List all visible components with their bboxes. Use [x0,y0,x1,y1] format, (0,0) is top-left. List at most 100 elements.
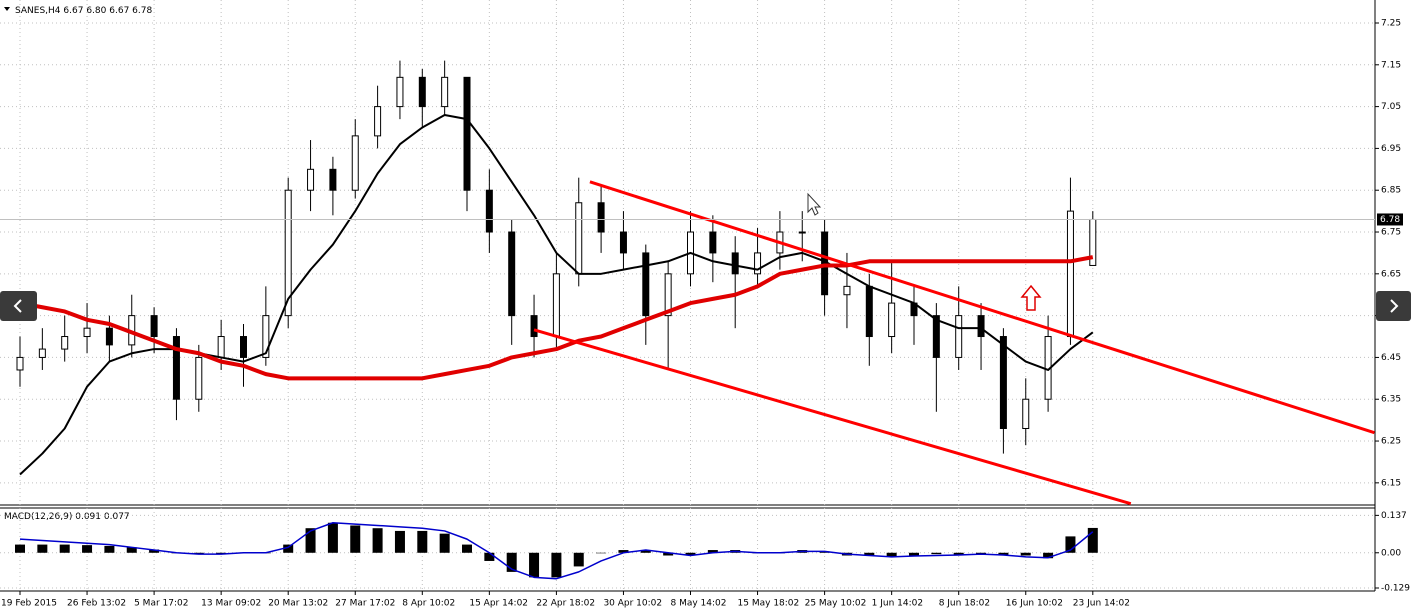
candle-body [150,315,158,338]
candle-body [61,336,69,350]
x-tick-label: 23 Jun 14:02 [1073,599,1130,609]
x-tick-label: 19 Feb 2015 [1,599,57,609]
y-tick-label: -0.129 [1381,583,1410,593]
candle-body [843,285,851,296]
macd-bar [596,552,607,554]
candle-body [999,336,1007,429]
candle-body [530,315,538,338]
macd-bar [685,552,696,556]
candle-body [619,231,627,254]
candle-body [575,202,583,275]
candle-body [240,336,247,358]
macd-bar [350,525,361,553]
y-tick-label: 7.05 [1381,102,1401,112]
macd-bar [640,550,651,553]
macd-bar [529,552,540,578]
x-tick-label: 1 Jun 14:02 [872,599,923,609]
y-tick-label: 6.95 [1381,144,1401,154]
moving-average-slow [19,255,1094,381]
candle-body [418,76,426,108]
macd-bar [864,552,875,556]
macd-bar [998,552,1009,556]
macd-bar [1043,552,1054,559]
macd-bar [573,552,584,567]
macd-bar [886,552,897,557]
price-tag-label: 6.78 [1380,215,1400,225]
candle-body [262,315,270,358]
x-tick-label: 20 Mar 13:02 [268,599,328,609]
candle-body [38,348,46,358]
y-tick-label: 6.35 [1381,395,1401,405]
candle-body [597,202,605,233]
candle-body [798,231,806,234]
macd-bar [15,544,25,553]
signal-value: 0.077 [104,512,130,522]
y-tick-label: 0.137 [1381,511,1407,521]
x-tick-label: 8 Apr 10:02 [402,599,455,609]
macd-bar [327,522,338,553]
nav-next-button[interactable] [1376,291,1411,321]
candle-body [1022,398,1030,429]
y-tick-label: 6.45 [1381,353,1401,363]
candle-body [307,168,315,191]
nav-next-icon [1390,299,1399,313]
macd-bar [372,528,383,553]
candle-body [105,327,113,346]
x-tick-label: 8 May 14:02 [671,599,727,609]
trend-line [533,328,1132,506]
macd-value: 0.091 [75,512,101,522]
candle-body [217,336,225,358]
macd-header: MACD(12,26,9) 0.091 0.077 [4,512,130,522]
macd-bar [37,544,48,553]
nav-prev-button[interactable] [0,291,37,321]
candle-body [284,189,292,317]
macd-bar [506,552,517,572]
candle-body [664,273,672,317]
candle-body [1066,210,1074,338]
close: 6.78 [132,6,152,16]
y-tick-label: 7.25 [1381,18,1401,28]
x-tick-label: 5 Mar 17:02 [134,599,188,609]
y-tick-label: 6.15 [1381,478,1401,488]
menu-triangle[interactable] [4,7,10,11]
candle-body [552,273,560,338]
candle-body [485,189,493,233]
symbol: SANES,H4 [15,6,61,16]
macd-bar [149,549,160,553]
candle-body [374,106,382,137]
x-tick-label: 27 Mar 17:02 [335,599,395,609]
x-tick-label: 15 May 18:02 [738,599,800,609]
candle-body [83,327,91,338]
x-tick-label: 26 Feb 13:02 [67,599,126,609]
x-tick-label: 15 Apr 14:02 [469,599,528,609]
macd-bar [126,547,137,553]
price-tag [1377,213,1403,226]
macd-bar [931,552,942,555]
candle-body [351,135,359,191]
y-tick-label: 6.85 [1381,186,1401,196]
chart-header: SANES,H4 6.67 6.80 6.67 6.78 [15,6,152,16]
low: 6.67 [109,6,129,16]
y-tick-label: 6.75 [1381,228,1401,238]
macd-bar [1020,552,1031,556]
x-tick-label: 30 Apr 10:02 [603,599,662,609]
candle-body [709,231,717,254]
candle-body [508,231,516,317]
macd-bar [394,530,405,553]
x-tick-label: 13 Mar 09:02 [201,599,261,609]
candle-body [195,356,203,400]
candle-body [172,336,180,400]
macd-bar [439,533,450,553]
macd-bar [82,545,93,553]
open: 6.67 [63,6,83,16]
y-tick-label: 6.25 [1381,437,1401,447]
candle-body [888,302,896,338]
macd-bar [305,528,316,553]
candle-body [932,315,940,358]
y-tick-label: 7.15 [1381,60,1401,70]
x-tick-label: 16 Jun 10:02 [1006,599,1063,609]
nav-prev-icon [13,299,22,313]
